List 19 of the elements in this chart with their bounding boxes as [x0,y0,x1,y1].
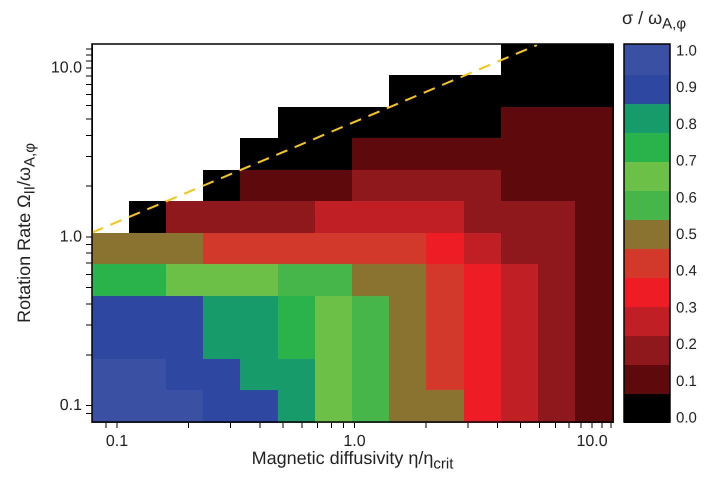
color-bar-label: 0.5 [676,226,697,243]
color-bar-label: 0.7 [676,152,697,170]
color-bar-label: 0.3 [676,299,697,316]
color-bar-label: 0.2 [676,336,697,354]
color-bar-label: 0.9 [676,79,697,96]
y-tick-label: 1.0 [60,228,82,246]
y-tick-label: 0.1 [60,397,82,414]
x-axis-title: Magnetic diffusivity η/η$_{crit}$ [252,448,454,473]
color-bar-label: 0.0 [676,409,697,426]
x-tick-label: 0.1 [106,433,128,450]
color-bar-label: 0.4 [676,262,697,280]
x-tick-label: 1.0 [343,433,366,450]
x-tick-label: 10.0 [576,433,608,450]
color-bar-title: σ / ω$_{A,φ}$ [622,8,686,33]
color-bar-label: 0.1 [676,372,697,390]
color-bar-label: 0.8 [676,116,697,133]
color-bar-label: 0.6 [676,189,697,206]
y-tick-label: 10.0 [50,60,82,77]
color-bar-label: 1.0 [676,42,697,60]
